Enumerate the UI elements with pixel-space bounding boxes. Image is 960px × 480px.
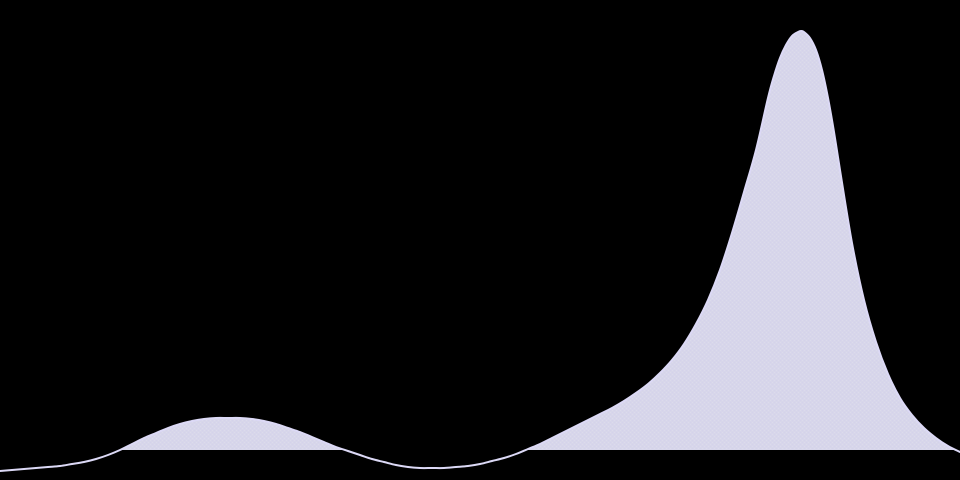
density-curve-stroke [0, 29, 960, 472]
density-area-dither [0, 30, 960, 450]
